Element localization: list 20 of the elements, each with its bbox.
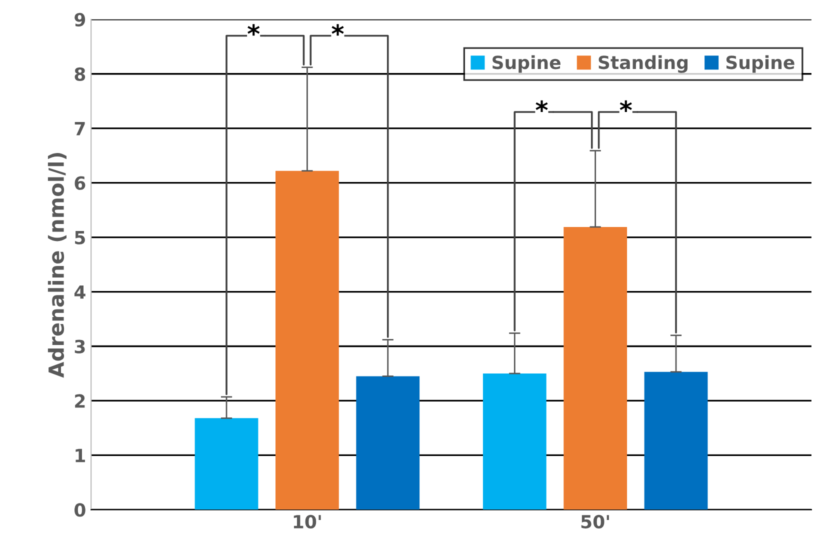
y-tick-label: 1 xyxy=(76,448,85,462)
annotation: * xyxy=(620,100,632,112)
y-tick-label: 9 xyxy=(74,12,86,27)
x-tick-label: 50' xyxy=(581,514,609,529)
annotation: * xyxy=(248,24,260,36)
annotation: * xyxy=(536,100,548,112)
y-axis-title: Adrenaline (nmol/l) xyxy=(48,153,67,378)
y-tick-label: 7 xyxy=(74,122,85,136)
y-tick-label: 0 xyxy=(74,503,86,517)
annotation: * xyxy=(332,24,344,36)
legend-label: Supine xyxy=(726,55,794,73)
y-tick-label: 6 xyxy=(74,176,86,190)
y-tick-label: 5 xyxy=(75,230,85,244)
legend-label: Standing xyxy=(598,55,688,73)
y-tick-label: 2 xyxy=(75,394,85,408)
x-tick-label: 10' xyxy=(294,514,321,529)
y-tick-label: 8 xyxy=(74,67,86,81)
y-tick-label: 4 xyxy=(74,285,86,299)
y-tick-label: 3 xyxy=(74,340,85,354)
legend-label: Supine xyxy=(492,55,560,73)
